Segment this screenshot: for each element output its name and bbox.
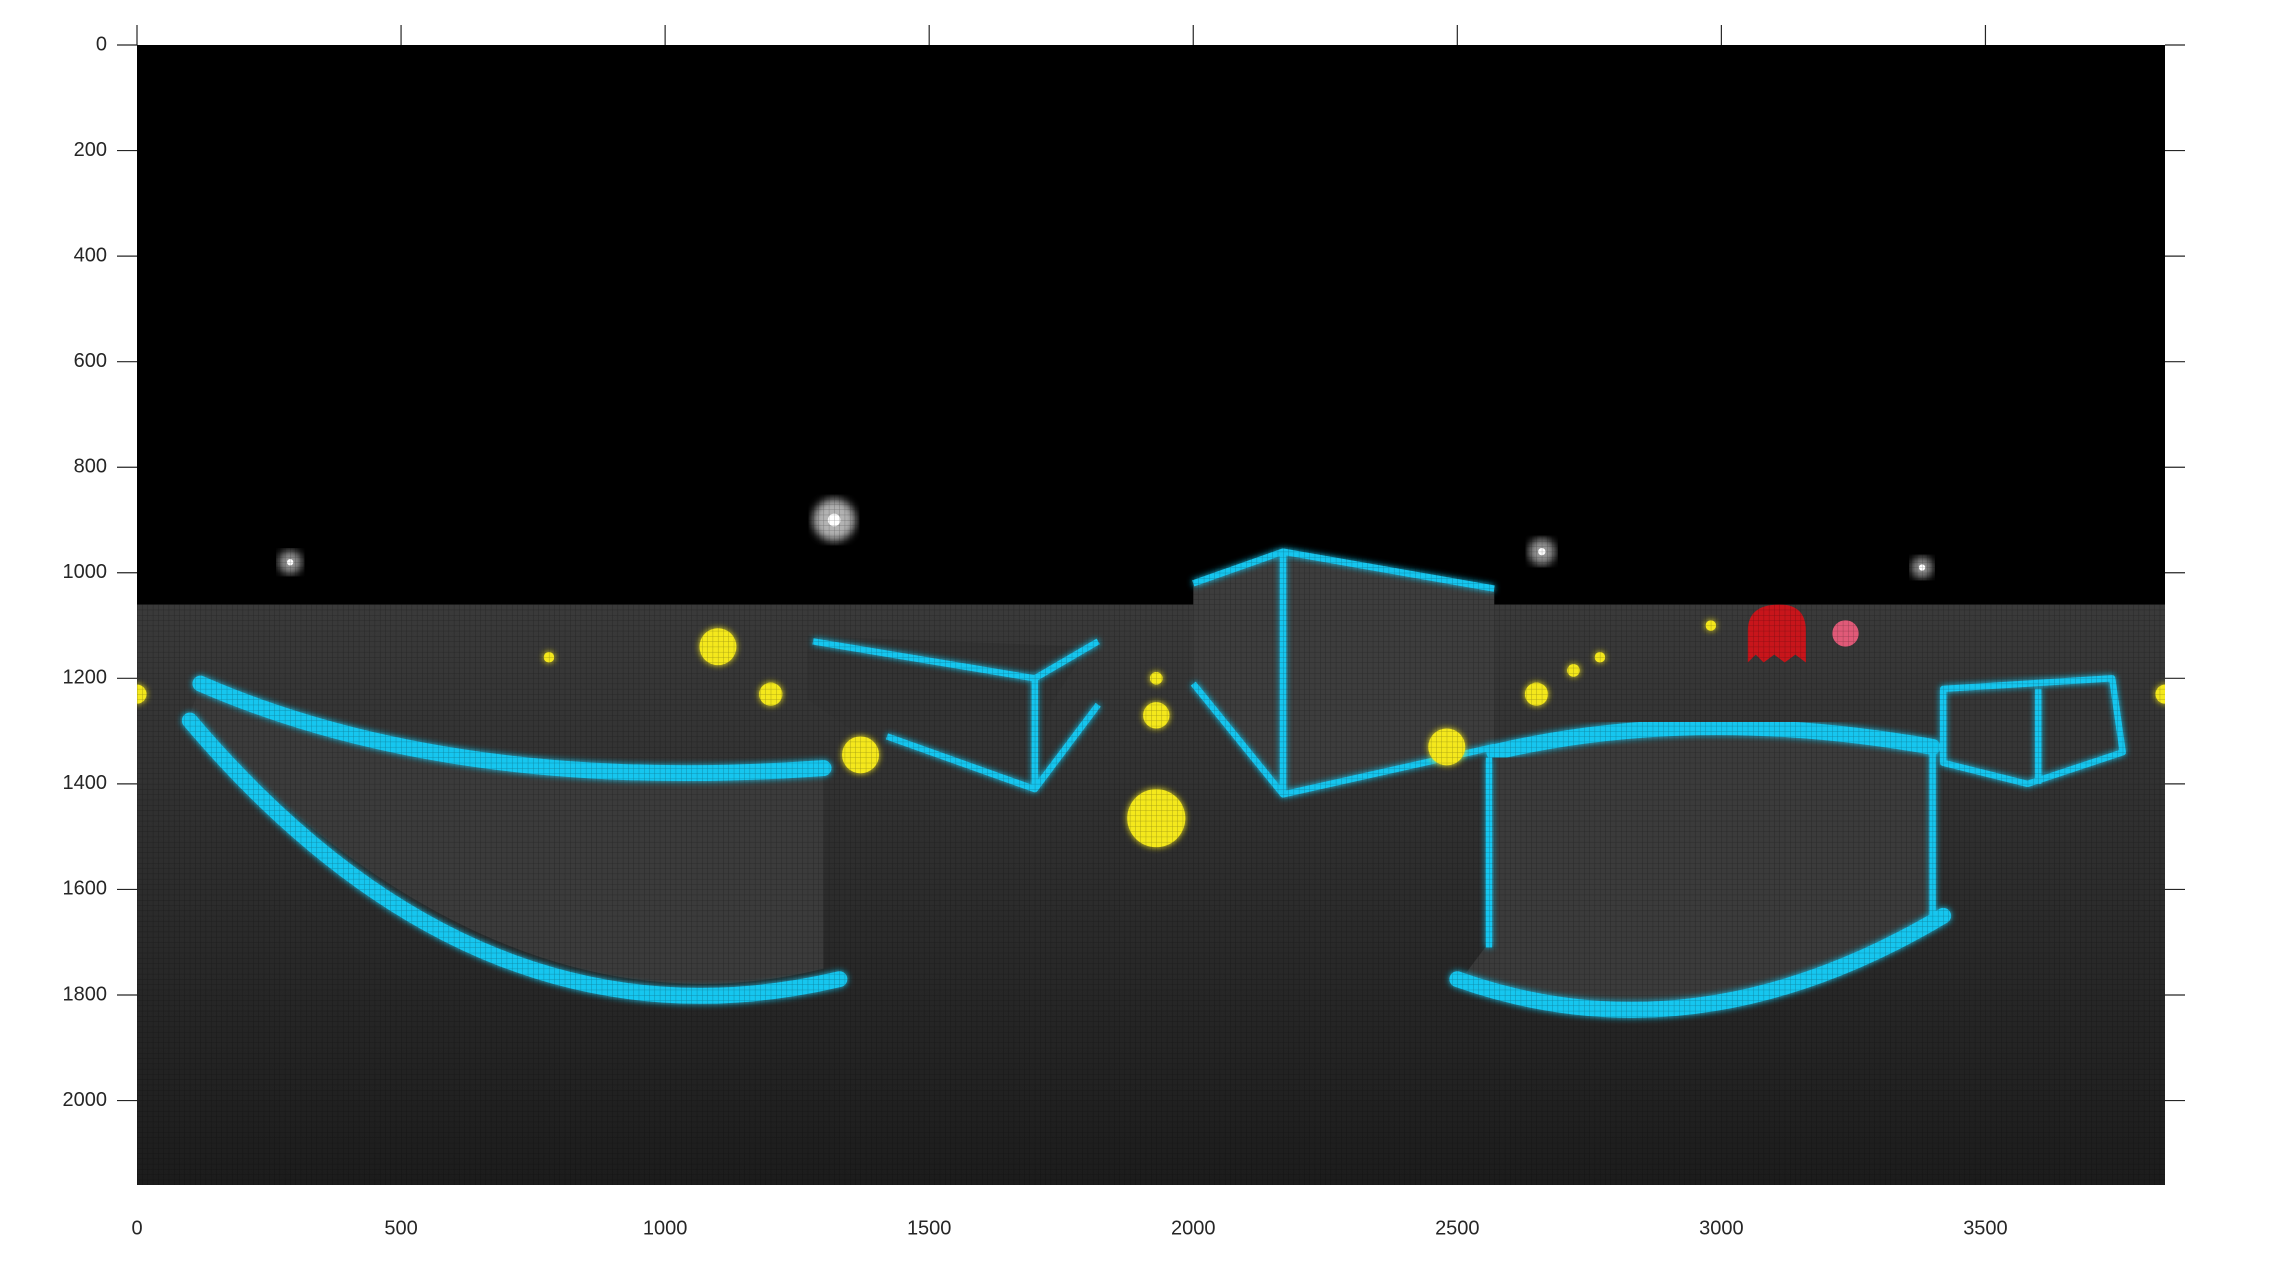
- y-tick-label: 1200: [63, 667, 108, 689]
- x-tick-label: 3000: [1699, 1217, 1744, 1239]
- image-frame: [137, 45, 2165, 1185]
- image: [137, 45, 2165, 1185]
- pixel-grid: [137, 45, 2165, 1185]
- y-tick-label: 400: [74, 244, 107, 266]
- x-tick-label: 500: [384, 1217, 417, 1239]
- y-tick-label: 800: [74, 456, 107, 478]
- x-tick-label: 3500: [1963, 1217, 2008, 1239]
- y-tick-label: 200: [74, 139, 107, 161]
- y-tick-label: 1600: [63, 878, 108, 900]
- y-tick-label: 0: [96, 33, 107, 55]
- x-tick-label: 2000: [1171, 1217, 1216, 1239]
- y-tick-label: 2000: [63, 1089, 108, 1111]
- x-tick-label: 1000: [643, 1217, 688, 1239]
- x-tick-label: 1500: [907, 1217, 952, 1239]
- y-tick-label: 1800: [63, 983, 108, 1005]
- x-tick-label: 0: [131, 1217, 142, 1239]
- y-tick-label: 600: [74, 350, 107, 372]
- y-tick-label: 1000: [63, 561, 108, 583]
- y-tick-label: 1400: [63, 772, 108, 794]
- x-tick-label: 2500: [1435, 1217, 1480, 1239]
